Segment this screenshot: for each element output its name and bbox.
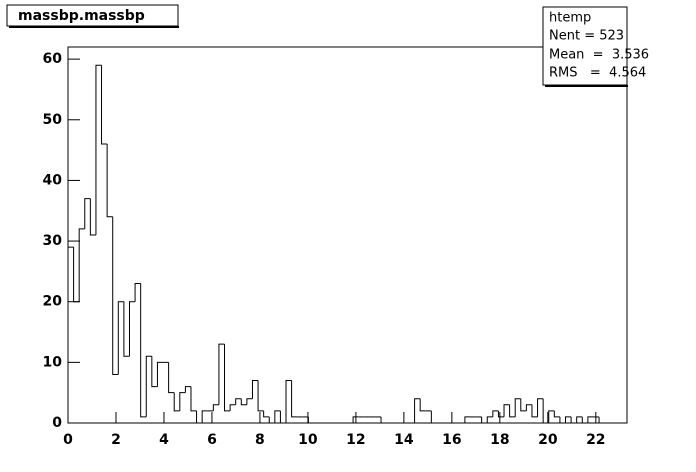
histogram-bin bbox=[190, 386, 197, 412]
histogram-bin bbox=[598, 416, 605, 424]
histogram-bin bbox=[542, 398, 549, 424]
histogram-bin bbox=[179, 392, 186, 411]
x-tick-label: 14 bbox=[394, 432, 414, 448]
histogram-bin bbox=[263, 410, 270, 418]
chart-title: massbp.massbp bbox=[18, 8, 145, 24]
histogram-bin bbox=[168, 362, 175, 394]
histogram-bin bbox=[89, 198, 96, 236]
histogram-bin bbox=[497, 410, 505, 418]
histogram-bin bbox=[509, 404, 516, 418]
histogram-bin bbox=[520, 398, 527, 412]
histogram-bin bbox=[229, 404, 236, 411]
histogram-bin bbox=[531, 404, 538, 418]
x-tick-label: 0 bbox=[63, 432, 73, 448]
histogram-bin bbox=[140, 283, 147, 418]
histogram-bin bbox=[525, 404, 532, 411]
histogram-bin bbox=[235, 398, 242, 405]
histogram-bin bbox=[486, 416, 493, 423]
histogram-bin bbox=[581, 416, 588, 424]
histogram-bin bbox=[279, 410, 287, 424]
x-tick-label: 16 bbox=[442, 432, 461, 448]
histogram-bin bbox=[492, 410, 499, 417]
histogram-bin bbox=[73, 247, 80, 303]
histogram-bin bbox=[95, 64, 102, 235]
histogram-bin bbox=[84, 198, 91, 229]
histogram-bin bbox=[246, 398, 253, 405]
histogram-bin bbox=[559, 416, 566, 424]
histogram-bin bbox=[156, 361, 164, 387]
histogram-bin bbox=[537, 398, 544, 417]
histogram-bin bbox=[151, 356, 158, 388]
histogram-bin bbox=[67, 246, 74, 423]
histogram-bin bbox=[101, 65, 108, 145]
x-tick-label: 10 bbox=[298, 432, 318, 448]
histogram-bin bbox=[291, 380, 298, 418]
histogram-bin bbox=[224, 344, 231, 412]
histogram-bin bbox=[576, 416, 583, 423]
x-tick-label: 12 bbox=[346, 432, 365, 448]
histogram-bin bbox=[212, 404, 219, 411]
histogram-bin bbox=[134, 283, 141, 302]
y-tick-label: 20 bbox=[43, 294, 63, 310]
histogram-bin bbox=[123, 301, 130, 357]
histogram-bin bbox=[201, 410, 208, 423]
x-tick-label: 20 bbox=[538, 432, 558, 448]
histogram-bin bbox=[548, 410, 555, 423]
x-tick-label: 22 bbox=[586, 432, 605, 448]
y-tick-label: 50 bbox=[43, 112, 63, 128]
histogram-bin bbox=[565, 416, 572, 423]
x-tick-label: 18 bbox=[490, 432, 509, 448]
histogram-bin bbox=[414, 398, 421, 423]
histogram-bin bbox=[380, 416, 387, 424]
y-tick-label: 60 bbox=[43, 51, 63, 67]
x-tick-label: 6 bbox=[207, 432, 217, 448]
histogram-bin bbox=[503, 404, 510, 417]
y-tick-label: 40 bbox=[43, 172, 63, 188]
histogram-bin bbox=[257, 380, 264, 412]
histogram bbox=[67, 64, 627, 424]
histogram-bin bbox=[240, 398, 247, 406]
histogram-bin bbox=[184, 386, 191, 393]
x-tick-label: 8 bbox=[255, 432, 265, 448]
histogram-bin bbox=[196, 410, 203, 424]
histogram-bin bbox=[117, 301, 124, 375]
histogram-bin bbox=[430, 410, 437, 424]
histogram-bin bbox=[145, 355, 152, 417]
histogram-bin bbox=[464, 416, 471, 423]
histogram-bin bbox=[587, 416, 594, 423]
stats-line: Mean = 3.536 bbox=[549, 48, 649, 63]
histogram-bin bbox=[173, 392, 180, 412]
histogram-bin bbox=[106, 144, 113, 218]
histogram-bin bbox=[78, 228, 85, 302]
y-tick-label: 30 bbox=[43, 233, 63, 249]
x-tick-label: 4 bbox=[159, 432, 169, 448]
histogram-bin bbox=[128, 301, 136, 357]
histogram-bin bbox=[481, 416, 488, 424]
histogram-bin bbox=[570, 416, 577, 424]
y-tick-label: 10 bbox=[43, 354, 63, 370]
histogram-bin bbox=[274, 410, 281, 423]
histogram-bin bbox=[352, 416, 359, 423]
histogram-bin bbox=[307, 416, 314, 424]
histogram-bin bbox=[553, 410, 560, 418]
histogram-bin bbox=[419, 398, 426, 412]
stats-name: htemp bbox=[549, 11, 591, 26]
histogram-bin bbox=[251, 380, 259, 399]
histogram-bin bbox=[268, 416, 275, 424]
y-tick-label: 0 bbox=[52, 415, 62, 431]
stats-line: RMS = 4.564 bbox=[549, 66, 646, 81]
x-tick-label: 2 bbox=[111, 432, 121, 448]
histogram-bin bbox=[112, 216, 119, 375]
stats-line: Nent = 523 bbox=[549, 29, 624, 44]
histogram-bin bbox=[285, 380, 292, 423]
histogram-bin bbox=[514, 398, 521, 417]
axes: 0 10 20 30 40 50 60 0 2 4 6 8 10 12 14 16 18 20 22 bbox=[43, 51, 606, 448]
histogram-bin bbox=[218, 343, 225, 405]
